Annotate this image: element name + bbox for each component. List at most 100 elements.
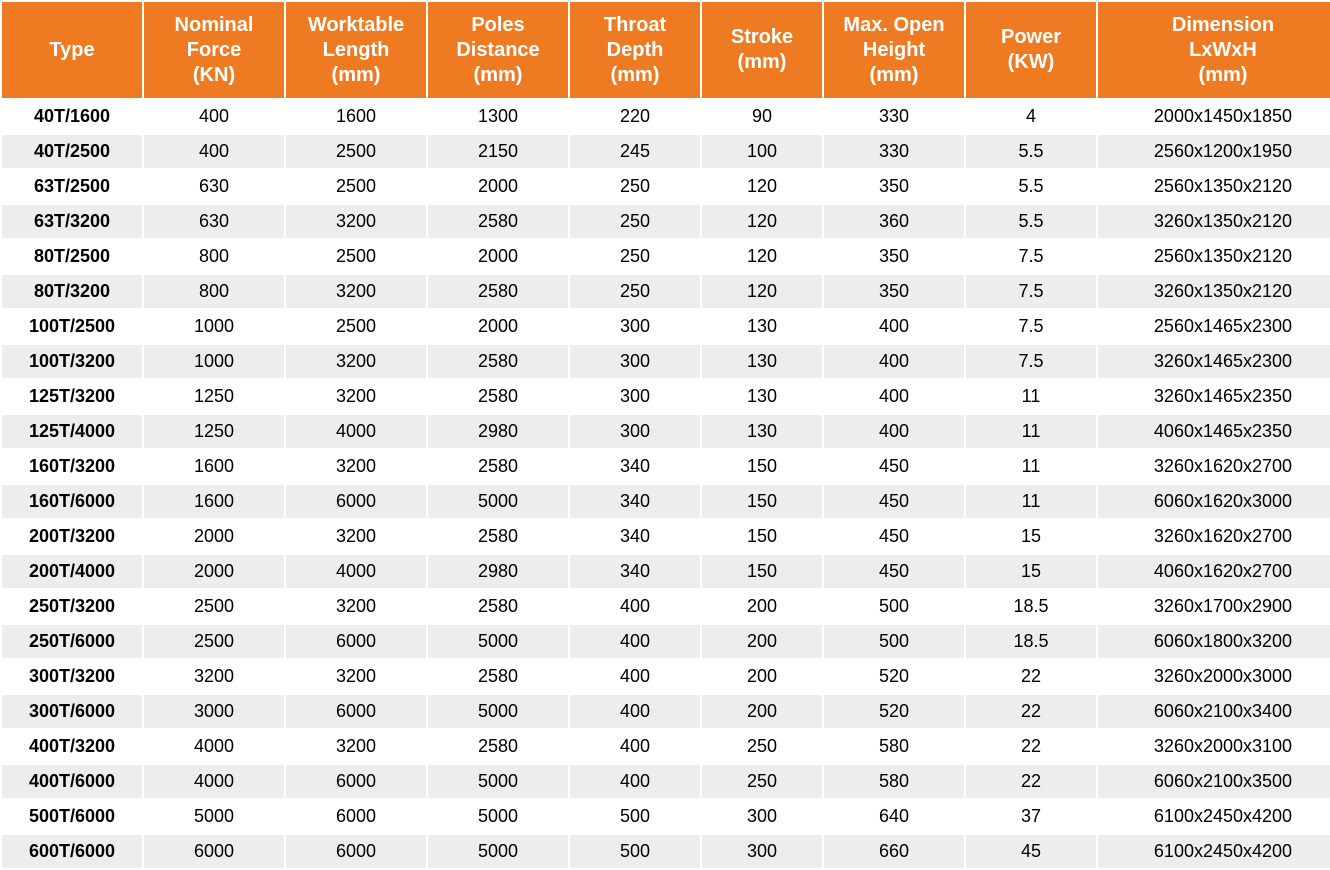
column-header-line: Height: [830, 38, 958, 63]
value-cell: 400: [824, 310, 964, 343]
value-cell: 350: [824, 170, 964, 203]
column-header-line: (mm): [576, 63, 694, 88]
value-cell: 3260x2000x3000: [1098, 660, 1330, 693]
value-cell: 2000: [144, 555, 284, 588]
value-cell: 4000: [144, 765, 284, 798]
value-cell: 3200: [286, 345, 426, 378]
value-cell: 22: [966, 765, 1096, 798]
table-row: 160T/3200160032002580340150450113260x162…: [2, 450, 1330, 483]
value-cell: 450: [824, 450, 964, 483]
column-header-line: (mm): [1104, 63, 1330, 88]
value-cell: 350: [824, 275, 964, 308]
value-cell: 2000: [428, 240, 568, 273]
type-cell: 63T/3200: [2, 205, 142, 238]
type-cell: 400T/3200: [2, 730, 142, 763]
value-cell: 400: [570, 590, 700, 623]
value-cell: 150: [702, 485, 822, 518]
value-cell: 400: [824, 380, 964, 413]
value-cell: 3260x1465x2350: [1098, 380, 1330, 413]
value-cell: 22: [966, 695, 1096, 728]
value-cell: 5000: [428, 835, 568, 868]
value-cell: 15: [966, 520, 1096, 553]
value-cell: 5.5: [966, 170, 1096, 203]
value-cell: 5000: [428, 765, 568, 798]
value-cell: 2580: [428, 345, 568, 378]
value-cell: 1300: [428, 100, 568, 133]
value-cell: 6060x1800x3200: [1098, 625, 1330, 658]
type-cell: 125T/4000: [2, 415, 142, 448]
value-cell: 800: [144, 275, 284, 308]
table-row: 80T/2500800250020002501203507.52560x1350…: [2, 240, 1330, 273]
value-cell: 3200: [144, 660, 284, 693]
column-header: Power(KW): [966, 2, 1096, 98]
column-header-line: (mm): [708, 50, 816, 75]
table-row: 300T/6000300060005000400200520226060x210…: [2, 695, 1330, 728]
value-cell: 400: [144, 135, 284, 168]
value-cell: 5000: [428, 485, 568, 518]
type-cell: 160T/6000: [2, 485, 142, 518]
table-row: 63T/3200630320025802501203605.53260x1350…: [2, 205, 1330, 238]
table-row: 100T/25001000250020003001304007.52560x14…: [2, 310, 1330, 343]
value-cell: 2560x1350x2120: [1098, 240, 1330, 273]
value-cell: 18.5: [966, 590, 1096, 623]
value-cell: 4060x1465x2350: [1098, 415, 1330, 448]
column-header: Max. OpenHeight(mm): [824, 2, 964, 98]
value-cell: 7.5: [966, 345, 1096, 378]
value-cell: 580: [824, 730, 964, 763]
value-cell: 5.5: [966, 205, 1096, 238]
value-cell: 500: [570, 800, 700, 833]
value-cell: 2150: [428, 135, 568, 168]
value-cell: 2560x1200x1950: [1098, 135, 1330, 168]
value-cell: 3000: [144, 695, 284, 728]
value-cell: 2500: [286, 170, 426, 203]
value-cell: 1250: [144, 380, 284, 413]
value-cell: 400: [824, 345, 964, 378]
type-cell: 600T/6000: [2, 835, 142, 868]
value-cell: 4060x1620x2700: [1098, 555, 1330, 588]
value-cell: 45: [966, 835, 1096, 868]
value-cell: 3200: [286, 660, 426, 693]
table-row: 125T/4000125040002980300130400114060x146…: [2, 415, 1330, 448]
value-cell: 220: [570, 100, 700, 133]
value-cell: 340: [570, 450, 700, 483]
value-cell: 2580: [428, 205, 568, 238]
value-cell: 5000: [428, 625, 568, 658]
column-header-line: Throat: [576, 13, 694, 38]
value-cell: 800: [144, 240, 284, 273]
type-cell: 40T/1600: [2, 100, 142, 133]
value-cell: 6000: [144, 835, 284, 868]
value-cell: 6060x2100x3400: [1098, 695, 1330, 728]
value-cell: 18.5: [966, 625, 1096, 658]
value-cell: 2560x1465x2300: [1098, 310, 1330, 343]
value-cell: 6000: [286, 765, 426, 798]
type-cell: 250T/3200: [2, 590, 142, 623]
value-cell: 1250: [144, 415, 284, 448]
spec-table: TypeNominalForce(KN)WorktableLength(mm)P…: [0, 0, 1330, 870]
value-cell: 2500: [286, 135, 426, 168]
value-cell: 7.5: [966, 275, 1096, 308]
value-cell: 6060x2100x3500: [1098, 765, 1330, 798]
value-cell: 2980: [428, 415, 568, 448]
value-cell: 6060x1620x3000: [1098, 485, 1330, 518]
value-cell: 100: [702, 135, 822, 168]
type-cell: 100T/2500: [2, 310, 142, 343]
type-cell: 200T/3200: [2, 520, 142, 553]
value-cell: 3260x1350x2120: [1098, 275, 1330, 308]
value-cell: 400: [570, 765, 700, 798]
type-cell: 300T/3200: [2, 660, 142, 693]
value-cell: 640: [824, 800, 964, 833]
column-header-line: Worktable: [292, 13, 420, 38]
value-cell: 630: [144, 170, 284, 203]
value-cell: 250: [702, 765, 822, 798]
value-cell: 2560x1350x2120: [1098, 170, 1330, 203]
value-cell: 120: [702, 275, 822, 308]
table-row: 300T/3200320032002580400200520223260x200…: [2, 660, 1330, 693]
value-cell: 3200: [286, 520, 426, 553]
value-cell: 130: [702, 380, 822, 413]
type-cell: 100T/3200: [2, 345, 142, 378]
value-cell: 37: [966, 800, 1096, 833]
value-cell: 2580: [428, 590, 568, 623]
column-header-line: (mm): [434, 63, 562, 88]
value-cell: 130: [702, 415, 822, 448]
table-row: 400T/3200400032002580400250580223260x200…: [2, 730, 1330, 763]
